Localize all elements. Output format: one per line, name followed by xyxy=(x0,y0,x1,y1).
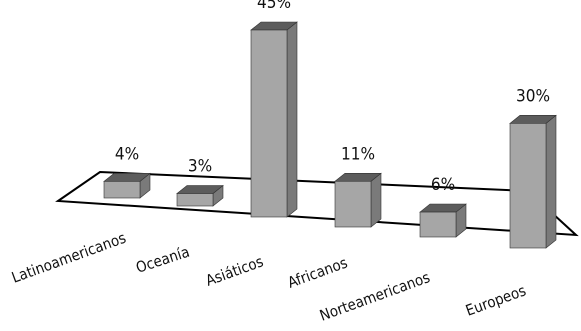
category-labels-group: Latinoamericanos Oceanía Asiáticos Africano… xyxy=(9,229,528,325)
bar-side-2 xyxy=(286,21,298,218)
value-label-1: 3% xyxy=(188,157,212,177)
bar-side-5 xyxy=(545,114,557,249)
category-label-4: Norteamericanos xyxy=(317,268,432,325)
value-label-3: 11% xyxy=(341,144,375,164)
bar-front-2 xyxy=(250,29,288,218)
chart-floor xyxy=(55,170,579,237)
bar-front-0 xyxy=(103,181,141,199)
bar-3 xyxy=(334,172,382,228)
value-labels-group: 4% 3% 45% 11% 6% 30% xyxy=(115,0,550,195)
category-label-5: Europeos xyxy=(463,281,528,319)
category-label-1: Oceanía xyxy=(134,243,192,277)
bar-front-3 xyxy=(334,180,372,228)
value-label-4: 6% xyxy=(431,175,455,195)
category-label-3: Africanos xyxy=(285,254,350,292)
bar-5 xyxy=(509,114,557,249)
bar-1 xyxy=(176,184,224,207)
bar-front-1 xyxy=(176,193,214,207)
bar-0 xyxy=(103,172,151,199)
value-label-0: 4% xyxy=(115,144,139,164)
bar-side-3 xyxy=(370,172,382,228)
category-label-2: Asiáticos xyxy=(203,252,266,289)
bars-group xyxy=(103,21,557,249)
bar-2 xyxy=(250,21,298,218)
value-label-5: 30% xyxy=(516,86,550,106)
bar-4 xyxy=(419,203,467,238)
category-label-0: Latinoamericanos xyxy=(9,229,128,287)
bar-front-4 xyxy=(419,211,457,238)
bar-front-5 xyxy=(509,123,547,249)
value-label-2: 45% xyxy=(257,0,291,13)
